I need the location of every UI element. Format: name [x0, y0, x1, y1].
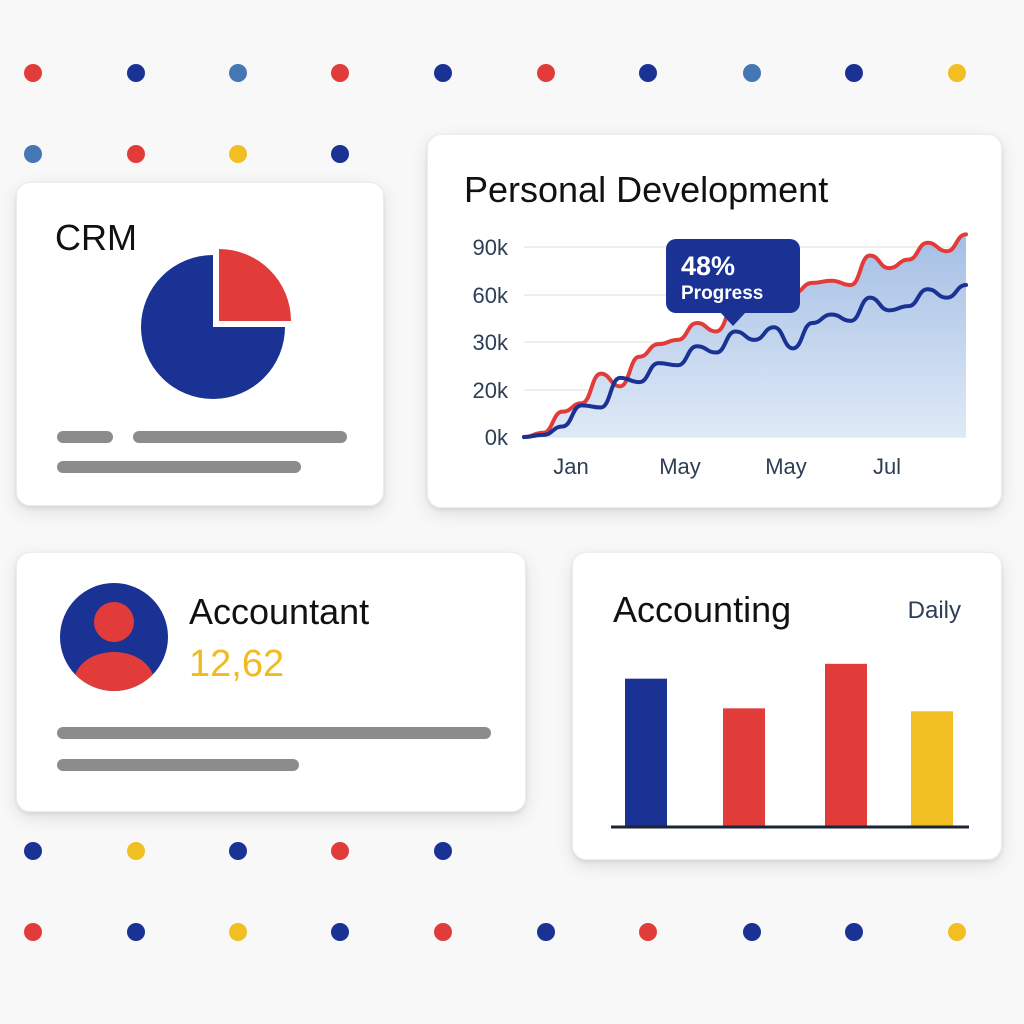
- background-dot: [845, 64, 863, 82]
- background-dot: [127, 145, 145, 163]
- x-tick-label: Jan: [553, 454, 588, 479]
- background-dot: [434, 923, 452, 941]
- crm-card-title: CRM: [55, 217, 137, 258]
- accounting-bar-chart: [611, 663, 969, 829]
- background-dot: [434, 64, 452, 82]
- pie-chart: [141, 249, 291, 399]
- placeholder-text-line: [57, 727, 491, 739]
- background-dot: [845, 923, 863, 941]
- user-avatar-icon: [60, 583, 168, 691]
- x-tick-label: Jul: [873, 454, 901, 479]
- accounting-bar: [911, 711, 953, 827]
- tooltip-label: Progress: [681, 283, 763, 304]
- crm-card[interactable]: CRM: [16, 182, 384, 506]
- background-dot: [331, 64, 349, 82]
- personal-development-title: Personal Development: [464, 169, 829, 210]
- tooltip-value: 48%: [681, 251, 735, 281]
- x-tick-label: May: [659, 454, 701, 479]
- background-dot: [639, 64, 657, 82]
- background-dot: [127, 923, 145, 941]
- background-dot: [229, 842, 247, 860]
- accounting-title: Accounting: [613, 589, 792, 630]
- background-dot: [537, 64, 555, 82]
- pie-slice: [219, 249, 291, 321]
- y-tick-label: 60k: [473, 283, 509, 308]
- pie-slice: [141, 255, 285, 399]
- y-tick-label: 20k: [473, 378, 509, 403]
- placeholder-text-line: [133, 431, 347, 443]
- background-dot: [24, 842, 42, 860]
- period-selector-daily[interactable]: Daily: [907, 597, 961, 624]
- series-line: [522, 283, 968, 439]
- background-dot: [948, 64, 966, 82]
- accountant-value: 12,62: [189, 643, 285, 685]
- background-dot: [948, 923, 966, 941]
- background-dot: [331, 145, 349, 163]
- background-dot: [537, 923, 555, 941]
- background-dot: [331, 923, 349, 941]
- background-dot: [127, 64, 145, 82]
- y-tick-label: 0k: [485, 425, 509, 450]
- background-dot: [434, 842, 452, 860]
- placeholder-text-line: [57, 759, 299, 771]
- placeholder-text-line: [57, 431, 113, 443]
- placeholder-text-line: [57, 461, 301, 473]
- background-dot: [229, 923, 247, 941]
- y-tick-label: 90k: [473, 235, 509, 260]
- progress-area-chart: 90k 60k 30k 20k 0k Jan May May Jul 48%Progress: [473, 232, 968, 479]
- background-dot: [24, 145, 42, 163]
- background-dot: [24, 64, 42, 82]
- accounting-bar: [625, 678, 667, 827]
- personal-development-card[interactable]: 90k 60k 30k 20k 0k Jan May May Jul 48% Progress Pe…: [427, 134, 1002, 508]
- background-dot: [24, 923, 42, 941]
- accounting-bar: [825, 663, 867, 827]
- accountant-title: Accountant: [189, 591, 370, 632]
- background-dot: [127, 842, 145, 860]
- background-dot: [639, 923, 657, 941]
- accounting-card[interactable]: Accounting Daily: [572, 552, 1002, 860]
- accounting-bar: [723, 708, 765, 827]
- background-dot: [229, 145, 247, 163]
- progress-tooltip: 48%Progress: [666, 239, 800, 326]
- background-dot: [331, 842, 349, 860]
- background-dot: [229, 64, 247, 82]
- background-dot: [743, 64, 761, 82]
- background-dot: [743, 923, 761, 941]
- x-tick-label: May: [765, 454, 807, 479]
- accountant-card[interactable]: Accountant 12,62: [16, 552, 526, 812]
- y-tick-label: 30k: [473, 330, 509, 355]
